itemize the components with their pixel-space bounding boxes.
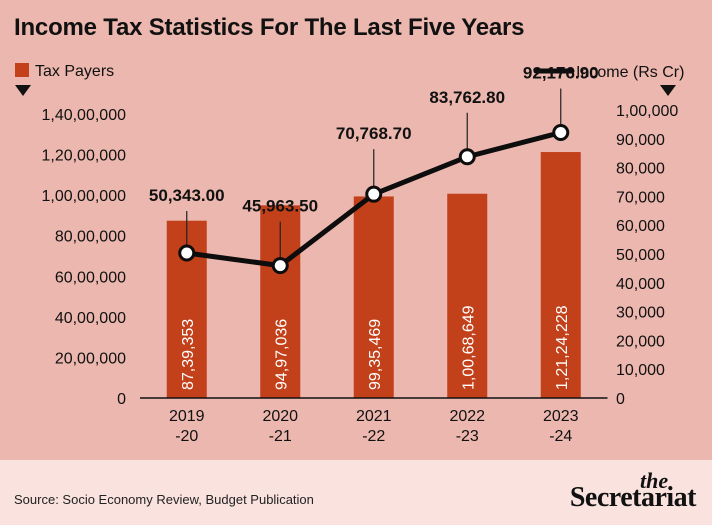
footer: Source: Socio Economy Review, Budget Pub… xyxy=(0,460,712,525)
x-axis-tick-label: -20 xyxy=(175,428,198,445)
x-axis-tick-label: -23 xyxy=(456,428,479,445)
x-axis-tick-label: 2023 xyxy=(543,408,579,425)
left-axis-tick-label: 0 xyxy=(117,391,126,408)
bar-value-label: 94,97,036 xyxy=(273,319,290,390)
legend-line-label: Income (Rs Cr) xyxy=(576,64,684,81)
left-axis-tick-label: 20,00,000 xyxy=(55,350,126,367)
right-axis-arrow-icon xyxy=(660,85,676,96)
right-axis-tick-label: 10,000 xyxy=(616,362,665,379)
income-point xyxy=(458,148,476,166)
right-axis-tick-label: 60,000 xyxy=(616,218,665,235)
x-axis-tick-label: -21 xyxy=(269,428,292,445)
x-axis-tick-label: 2022 xyxy=(449,408,485,425)
chart-area: Income Tax Statistics For The Last Five … xyxy=(14,14,685,445)
right-axis-tick-label: 90,000 xyxy=(616,132,665,149)
bar-value-label: 1,21,24,228 xyxy=(554,305,571,390)
left-axis-tick-label: 1,00,00,000 xyxy=(41,188,126,205)
line-value-label: 50,343.00 xyxy=(149,186,225,205)
x-axis-tick-label: 2021 xyxy=(356,408,392,425)
bar xyxy=(540,152,581,398)
x-axis-tick-label: -24 xyxy=(549,428,572,445)
bar xyxy=(447,193,488,398)
x-axis-tick-label: -22 xyxy=(362,428,385,445)
source-note: Source: Socio Economy Review, Budget Pub… xyxy=(14,492,314,507)
bar-value-label: 99,35,469 xyxy=(367,319,384,390)
bar xyxy=(353,196,394,398)
chart-title: Income Tax Statistics For The Last Five … xyxy=(14,14,525,41)
right-axis-tick-label: 70,000 xyxy=(616,189,665,206)
x-axis-tick-label: 2020 xyxy=(262,408,298,425)
line-value-label: 45,963.50 xyxy=(242,197,318,216)
brand-logo-name: Secretariat xyxy=(569,482,697,513)
bar-value-label: 1,00,68,649 xyxy=(460,305,477,390)
income-point xyxy=(178,244,196,262)
income-point xyxy=(271,257,289,275)
right-axis-tick-label: 80,000 xyxy=(616,161,665,178)
right-axis-tick-label: 0 xyxy=(616,391,625,408)
line-value-label: 70,768.70 xyxy=(336,124,412,143)
left-axis-arrow-icon xyxy=(15,85,31,96)
legend-bar-swatch xyxy=(15,63,29,77)
left-axis-tick-label: 80,00,000 xyxy=(55,229,126,246)
line-value-label: 92,176.90 xyxy=(523,64,599,83)
line-value-label: 83,762.80 xyxy=(429,88,505,107)
bar-value-label: 87,39,353 xyxy=(180,319,197,390)
income-point xyxy=(365,185,383,203)
right-axis-tick-label: 50,000 xyxy=(616,247,665,264)
right-axis-tick-label: 20,000 xyxy=(616,333,665,350)
chart-svg: Tax Payers Income (Rs Cr) 0 20,00,000 40,00,… xyxy=(15,63,684,445)
right-axis-tick-label: 30,000 xyxy=(616,305,665,322)
left-axis-tick-label: 1,20,00,000 xyxy=(41,148,126,165)
right-axis-tick-label: 40,000 xyxy=(616,276,665,293)
right-axis-tick-label: 1,00,000 xyxy=(616,103,678,120)
legend-bar-label: Tax Payers xyxy=(35,63,114,80)
left-axis-tick-label: 40,00,000 xyxy=(55,310,126,327)
left-axis-tick-label: 60,00,000 xyxy=(55,269,126,286)
x-axis-tick-label: 2019 xyxy=(169,408,205,425)
brand-logo-the: the xyxy=(640,468,669,493)
left-axis-tick-label: 1,40,00,000 xyxy=(41,107,126,124)
income-point xyxy=(552,124,570,142)
